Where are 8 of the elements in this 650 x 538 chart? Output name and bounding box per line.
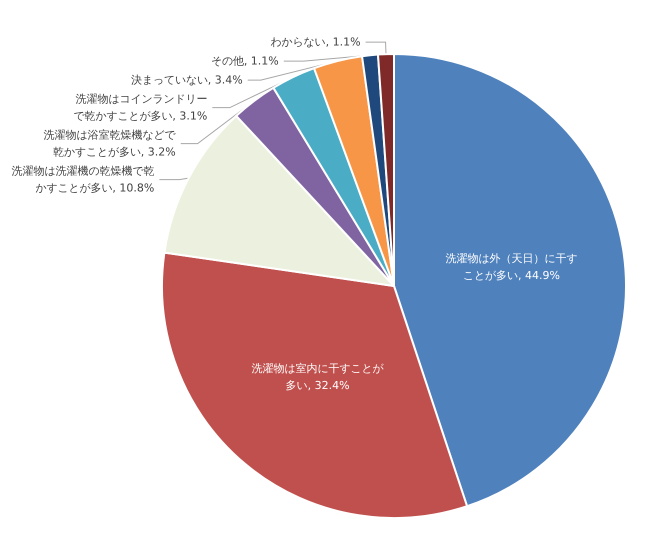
slice-label: 洗濯物は洗濯機の乾燥機で乾かすことが多い, 10.8%	[11, 164, 154, 195]
slice-label: 洗濯物はコインランドリーで乾かすことが多い, 3.1%	[73, 92, 208, 123]
slice-label: その他, 1.1%	[210, 54, 279, 68]
slice-label: 洗濯物は浴室乾燥機などで乾かすことが多い, 3.2%	[44, 128, 177, 159]
slice-label: わからない, 1.1%	[270, 36, 361, 49]
slice-label: 洗濯物は外（天日）に干すことが多い, 44.9%	[445, 252, 578, 282]
slice-label: 決まっていない, 3.4%	[130, 74, 243, 87]
slice-label: 洗濯物は室内に干すことが多い, 32.4%	[252, 362, 385, 392]
